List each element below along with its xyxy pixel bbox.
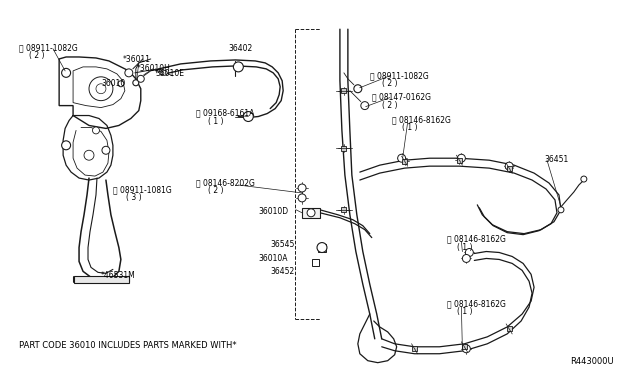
Circle shape [307,209,315,217]
Circle shape [354,85,362,93]
Text: ( 1 ): ( 1 ) [458,243,473,251]
Circle shape [558,207,564,213]
Text: Ⓑ 08147-0162G: Ⓑ 08147-0162G [372,93,431,102]
Text: ( 1 ): ( 1 ) [402,124,417,132]
Circle shape [505,162,513,170]
Bar [402,159,407,164]
Text: Ⓝ 08911-1081G: Ⓝ 08911-1081G [113,185,172,194]
Circle shape [397,154,406,162]
Text: ( 1 ): ( 1 ) [209,116,224,125]
Text: ( 2 ): ( 2 ) [381,79,397,88]
Circle shape [162,70,167,76]
Bar [318,244,326,251]
Circle shape [118,81,124,87]
Bar [507,166,511,171]
Circle shape [234,62,243,72]
Bar [341,207,346,212]
Circle shape [462,345,470,353]
Text: 36451: 36451 [544,155,568,164]
Bar [412,346,417,351]
Text: 36452: 36452 [270,267,294,276]
Text: Ⓝ 08911-1082G: Ⓝ 08911-1082G [19,43,78,52]
Text: 36545: 36545 [270,240,294,248]
Text: R443000U: R443000U [570,357,614,366]
Text: ( 1 ): ( 1 ) [458,307,473,316]
Circle shape [298,184,306,192]
Circle shape [361,102,369,110]
Text: 36010: 36010 [101,79,125,88]
Text: PART CODE 36010 INCLUDES PARTS MARKED WITH*: PART CODE 36010 INCLUDES PARTS MARKED WI… [19,341,237,350]
Text: ( 2 ): ( 2 ) [29,51,45,60]
Circle shape [61,141,70,150]
Text: Ⓝ 08911-1082G: Ⓝ 08911-1082G [370,71,429,80]
Circle shape [317,243,327,253]
Circle shape [89,77,113,101]
Circle shape [93,127,99,134]
Bar [312,259,319,266]
Circle shape [138,76,144,82]
Text: 36010D: 36010D [259,207,289,216]
Bar [457,158,462,163]
Circle shape [243,112,253,122]
Bar [462,344,467,349]
Text: ( 3 ): ( 3 ) [126,193,141,202]
Text: *36010H: *36010H [137,64,171,73]
Text: *36011: *36011 [123,55,151,64]
Text: Ⓑ 08146-8162G: Ⓑ 08146-8162G [447,299,506,308]
Circle shape [462,254,470,262]
Text: Ⓑ 09168-6161A: Ⓑ 09168-6161A [196,109,254,118]
Bar [341,146,346,151]
Circle shape [84,150,94,160]
Circle shape [458,154,465,162]
Text: Ⓑ 08146-8202G: Ⓑ 08146-8202G [196,178,255,187]
Text: ( 2 ): ( 2 ) [209,186,224,195]
Bar [74,276,129,283]
Circle shape [102,146,110,154]
Circle shape [61,68,70,77]
Circle shape [298,194,306,202]
Circle shape [465,248,474,256]
Bar [341,88,346,93]
Text: Ⓑ 08146-8162G: Ⓑ 08146-8162G [447,235,506,244]
Text: *46531M: *46531M [101,271,136,280]
Text: 36010E: 36010E [156,69,185,78]
Circle shape [581,176,587,182]
Circle shape [133,80,139,86]
Circle shape [125,69,133,77]
Text: 36010A: 36010A [259,254,288,263]
Bar [507,327,511,331]
Bar [302,208,320,218]
Text: Ⓑ 08146-8162G: Ⓑ 08146-8162G [392,116,451,125]
Circle shape [96,84,106,94]
Text: 36402: 36402 [228,44,253,53]
Text: ( 2 ): ( 2 ) [381,101,397,110]
